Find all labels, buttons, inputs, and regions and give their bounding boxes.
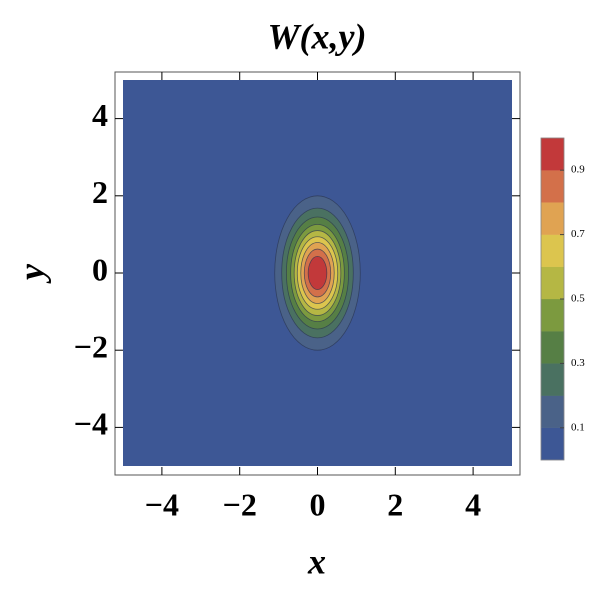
contour-level	[307, 256, 328, 290]
x-tick-label: 0	[310, 486, 326, 522]
colorbar-band	[540, 395, 565, 428]
x-tick-label: −2	[223, 486, 257, 522]
x-tick-label: −4	[145, 486, 179, 522]
colorbar-band	[540, 298, 565, 332]
colorbar-band	[540, 266, 565, 300]
y-tick-label: 4	[92, 97, 108, 133]
colorbar-tick-label: 0.9	[571, 164, 585, 176]
chart-title: W(x,y)	[268, 16, 367, 56]
y-tick-label: −2	[74, 329, 108, 365]
colorbar-band	[540, 234, 565, 267]
y-tick-label: 0	[92, 251, 108, 287]
colorbar-band	[540, 202, 565, 235]
colorbar-band	[540, 427, 565, 461]
colorbar-tick-label: 0.3	[571, 357, 585, 369]
y-tick-label: −4	[74, 406, 108, 442]
y-tick-label: 2	[92, 174, 108, 210]
colorbar-band	[540, 170, 565, 203]
x-tick-label: 4	[465, 486, 481, 522]
y-axis-label: y	[11, 263, 51, 284]
colorbar-band	[540, 331, 565, 364]
colorbar-tick-label: 0.5	[571, 293, 585, 305]
colorbar-tick-label: 0.1	[571, 421, 585, 433]
colorbar-band	[540, 137, 565, 171]
x-axis-label: x	[307, 541, 326, 581]
colorbar-tick-label: 0.7	[571, 228, 585, 240]
x-tick-label: 2	[387, 486, 403, 522]
colorbar-band	[540, 363, 565, 396]
